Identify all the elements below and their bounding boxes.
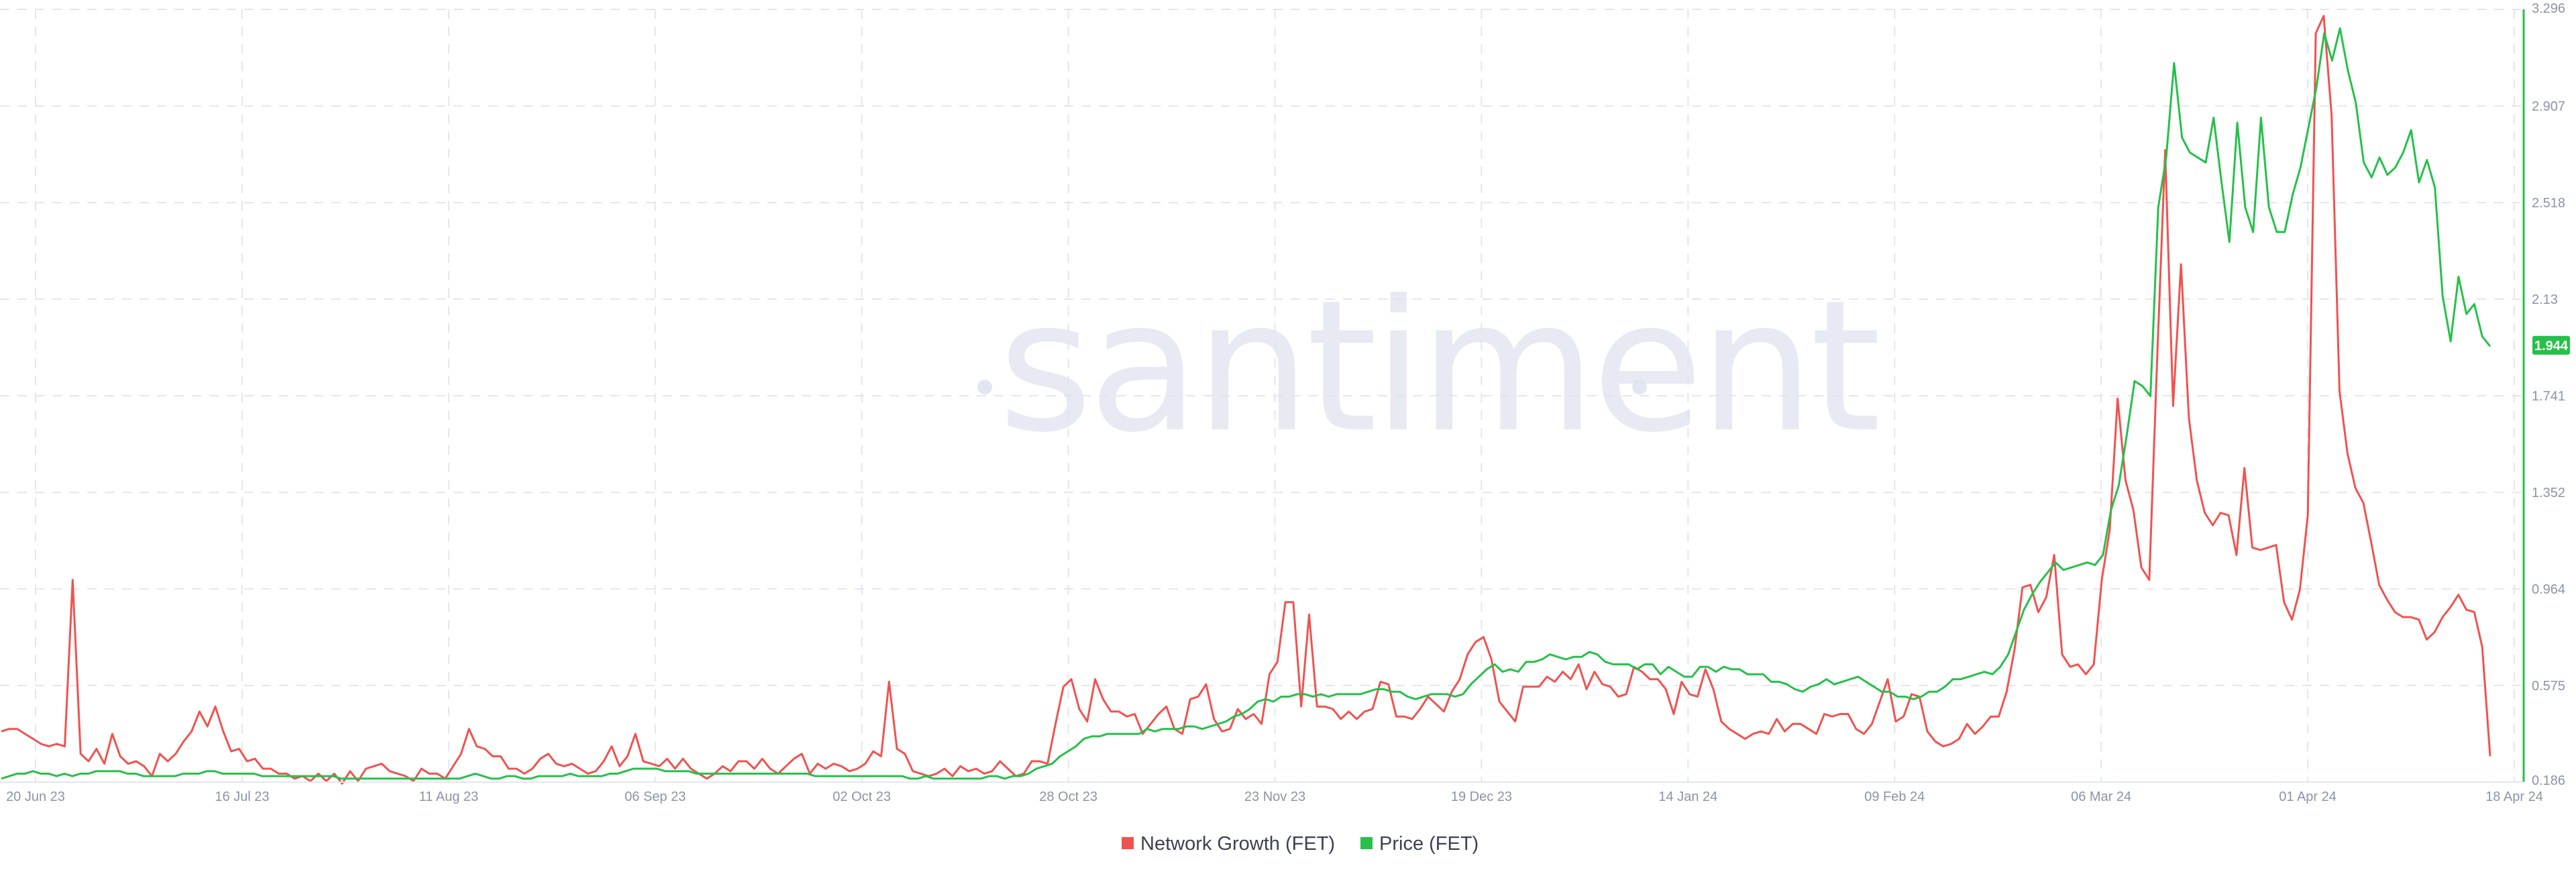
x-tick-label: 14 Jan 24 [1658, 789, 1717, 804]
legend-label-price: Price (FET) [1379, 833, 1479, 855]
y-tick-label: 1.741 [2532, 389, 2565, 404]
watermark-group: santiment [977, 261, 1882, 472]
x-tick-label: 16 Jul 23 [215, 789, 269, 804]
y-tick-label: 0.964 [2532, 582, 2565, 597]
series-lines [1, 15, 2491, 785]
legend: Network Growth (FET) Price (FET) [1122, 833, 1479, 855]
watermark-dot-left [977, 380, 992, 394]
series-line-network-growth [1, 15, 2491, 785]
y-tick-label: 2.518 [2532, 196, 2565, 211]
watermark-dot-right [1632, 380, 1647, 394]
series-line-price [1, 27, 2491, 780]
x-tick-label: 23 Nov 23 [1244, 789, 1305, 804]
current-price-badge: 1.944 [2532, 335, 2570, 355]
x-tick-label: 19 Dec 23 [1451, 789, 1512, 804]
grid-lines [0, 9, 2524, 783]
x-tick-label: 01 Apr 24 [2279, 789, 2337, 804]
legend-item-price[interactable]: Price (FET) [1360, 833, 1479, 855]
price-badge-background [2532, 335, 2570, 355]
x-tick-label: 11 Aug 23 [419, 789, 479, 804]
legend-swatch-price [1360, 837, 1373, 849]
y-tick-label: 1.352 [2532, 486, 2565, 500]
x-tick-label: 18 Apr 24 [2485, 789, 2543, 804]
price-badge-label: 1.944 [2534, 339, 2569, 353]
y-tick-label: 3.296 [2532, 1, 2565, 16]
x-tick-label: 02 Oct 23 [833, 789, 891, 804]
x-axis-ticks: 20 Jun 23 16 Jul 23 11 Aug 23 06 Sep 23 02 O… [6, 789, 2543, 804]
y-axis-ticks: 0.186 0.575 0.964 1.352 1.741 2.13 2.518 2.907 3… [2532, 1, 2565, 788]
y-tick-label: 2.13 [2532, 292, 2558, 307]
y-tick-label: 0.575 [2532, 679, 2565, 694]
x-tick-label: 06 Sep 23 [625, 789, 686, 804]
legend-label-network-growth: Network Growth (FET) [1140, 833, 1335, 855]
y-tick-label: 0.186 [2532, 773, 2565, 788]
legend-swatch-network-growth [1122, 837, 1134, 849]
watermark-text: santiment [998, 261, 1878, 472]
y-tick-label: 2.907 [2532, 99, 2565, 114]
legend-item-network-growth[interactable]: Network Growth (FET) [1122, 833, 1335, 855]
x-tick-label: 06 Mar 24 [2071, 789, 2131, 804]
x-tick-label: 09 Feb 24 [1864, 789, 1925, 804]
x-tick-label: 20 Jun 23 [6, 789, 65, 804]
x-tick-label: 28 Oct 23 [1039, 789, 1097, 804]
